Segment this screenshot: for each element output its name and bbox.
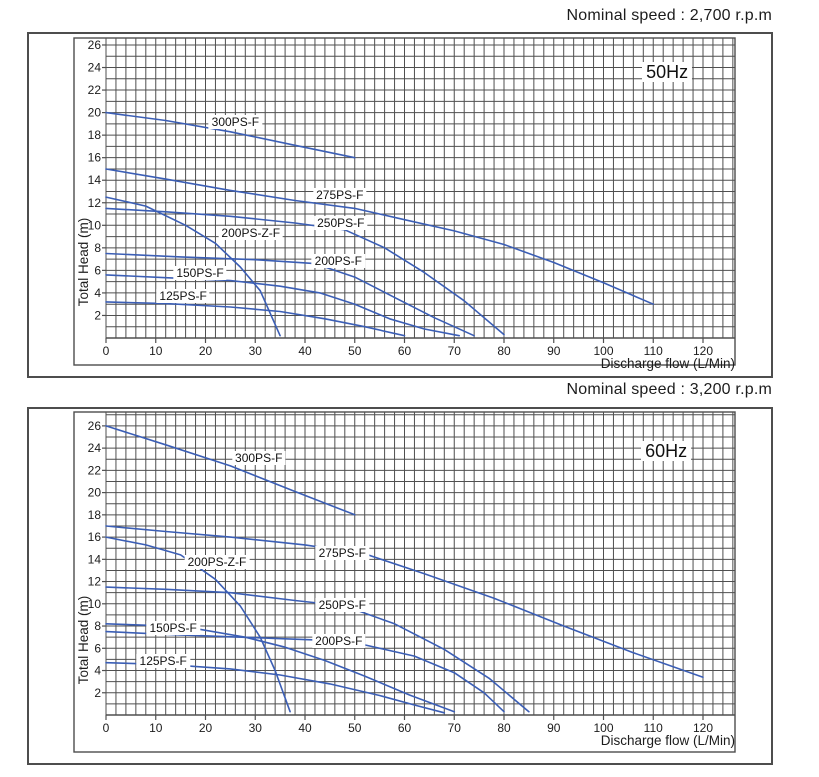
y-tick-label: 4 (94, 286, 101, 300)
curve-label-125PS-F: 125PS-F (156, 289, 210, 304)
y-tick-label: 20 (88, 106, 102, 120)
x-tick-label: 70 (448, 344, 462, 358)
x-tick-label: 10 (149, 344, 163, 358)
y-tick-label: 12 (88, 196, 102, 210)
curve-125PS-F (105, 301, 406, 337)
y-tick-label: 24 (88, 61, 102, 75)
x-tick-label: 70 (448, 721, 462, 735)
chart-60Hz: 0 10 20 30 40 50 60 70 80 90 100 110 120246810121416… (27, 407, 773, 765)
x-tick-label: 40 (298, 721, 312, 735)
y-tick-label: 6 (94, 263, 101, 277)
curve-300PS-F (105, 425, 356, 516)
y-tick-label: 20 (88, 486, 102, 500)
y-tick-label: 14 (88, 552, 102, 566)
chart-50Hz: 0 10 20 30 40 50 60 70 80 90 100 110 120246810121416… (27, 32, 773, 378)
x-tick-label: 100 (593, 721, 613, 735)
curve-label-200PS-F: 200PS-F (311, 254, 366, 269)
x-tick-label: 0 (103, 344, 110, 358)
x-tick-label: 50 (348, 721, 362, 735)
x-tick-label: 110 (644, 344, 663, 358)
curve-275PS-F (105, 525, 704, 678)
grid (105, 38, 735, 338)
curve-label-300PS-F: 300PS-F (232, 451, 286, 466)
x-tick-label: 100 (593, 344, 613, 358)
x-tick-label: 60 (398, 344, 412, 358)
x-tick-label: 110 (644, 721, 663, 735)
y-tick-label: 22 (88, 83, 102, 97)
y-tick-label: 8 (94, 619, 101, 633)
curve-label-250PS-F: 250PS-F (315, 597, 369, 612)
y-tick-label: 24 (88, 441, 102, 455)
x-tick-label: 30 (249, 344, 263, 358)
y-tick-label: 14 (88, 173, 102, 187)
x-tick-label: 90 (547, 344, 561, 358)
tick-labels: 0 10 20 30 40 50 60 70 80 90 100 110 120246810121416… (88, 38, 714, 358)
curve-label-200PS-F: 200PS-F (312, 634, 366, 649)
curve-label-275PS-F: 275PS-F (315, 545, 369, 560)
y-tick-label: 8 (94, 241, 101, 255)
y-tick-label: 22 (88, 463, 102, 477)
x-tick-label: 90 (547, 721, 561, 735)
x-tick-label: 20 (199, 721, 213, 735)
y-tick-label: 16 (88, 151, 102, 165)
x-axis-title: Discharge flow (L/Min) (601, 356, 735, 371)
y-tick-label: 10 (88, 597, 102, 611)
y-tick-label: 2 (94, 686, 101, 700)
y-axis-title: Total Head (m) (76, 596, 91, 685)
curve-label-150PS-F: 150PS-F (146, 621, 200, 636)
x-tick-label: 10 (149, 721, 163, 735)
curve-label-200PS-Z-F: 200PS-Z-F (184, 554, 250, 569)
x-tick-label: 40 (298, 344, 312, 358)
y-tick-label: 16 (88, 530, 102, 544)
tick-labels: 0 10 20 30 40 50 60 70 80 90 100 110 120246810121416… (88, 419, 714, 735)
curve-200PS-F (105, 252, 475, 337)
x-tick-label: 60 (398, 721, 412, 735)
curve-275PS-F (105, 168, 655, 305)
curve-label-300PS-F: 300PS-F (208, 114, 263, 129)
y-tick-label: 18 (88, 128, 102, 142)
curve-label-200PS-Z-F: 200PS-Z-F (218, 226, 284, 241)
curve-300PS-F (105, 111, 356, 159)
freq-label-60Hz: 60Hz (641, 441, 692, 462)
y-tick-label: 2 (94, 308, 101, 322)
x-tick-label: 120 (693, 344, 713, 358)
x-tick-label: 80 (497, 344, 511, 358)
y-tick-label: 26 (88, 419, 102, 433)
curve-label-125PS-F: 125PS-F (136, 654, 190, 669)
curve-label-150PS-F: 150PS-F (173, 265, 227, 280)
y-tick-label: 12 (88, 575, 102, 589)
y-tick-label: 18 (88, 508, 102, 522)
x-tick-label: 80 (497, 721, 511, 735)
y-tick-label: 6 (94, 641, 101, 655)
x-tick-label: 120 (693, 721, 713, 735)
chart-title-50hz: Nominal speed : 2,700 r.p.m (566, 7, 772, 24)
x-tick-label: 20 (199, 344, 213, 358)
curve-label-275PS-F: 275PS-F (313, 187, 367, 202)
x-tick-label: 30 (249, 721, 263, 735)
x-tick-label: 0 (103, 721, 110, 735)
freq-label-50Hz: 50Hz (642, 62, 693, 83)
y-tick-label: 4 (94, 664, 101, 678)
x-axis-title: Discharge flow (L/Min) (601, 733, 735, 748)
curve-label-250PS-F: 250PS-F (314, 216, 368, 231)
y-tick-label: 10 (88, 218, 102, 232)
y-axis-title: Total Head (m) (76, 218, 91, 307)
y-tick-label: 26 (88, 38, 102, 52)
x-tick-label: 50 (348, 344, 362, 358)
chart-title-60hz: Nominal speed : 3,200 r.p.m (566, 381, 772, 398)
curve-200PS-Z-F (105, 196, 281, 337)
